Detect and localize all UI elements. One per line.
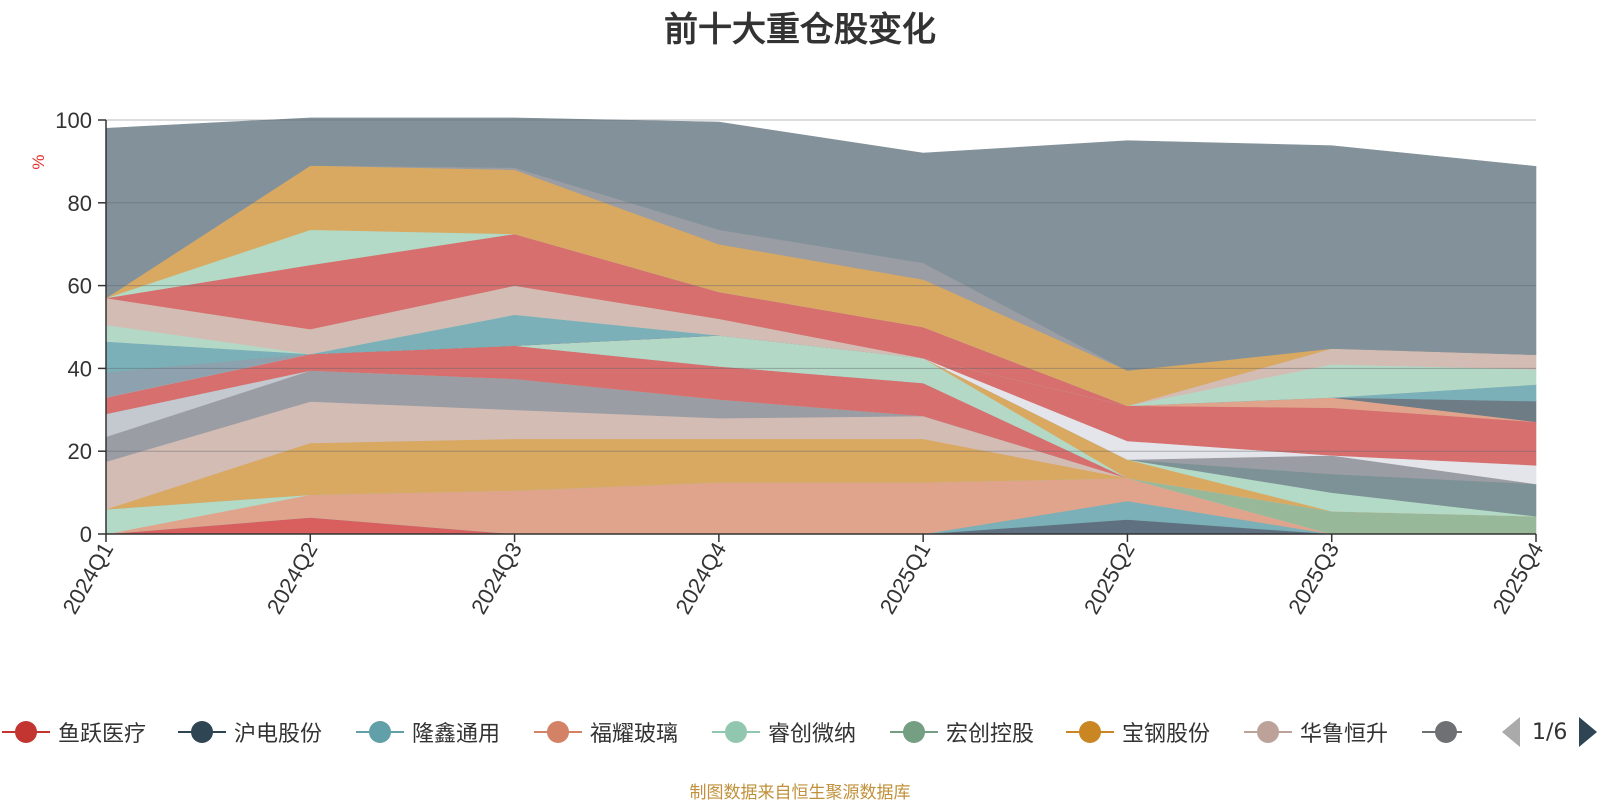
legend: 鱼跃医疗 沪电股份 隆鑫通用 福耀玻璃 睿创微纳 宏创控股 宝钢股份 华鲁恒升 三	[0, 712, 1600, 752]
x-tick-label: 2024Q1	[58, 538, 119, 618]
source-note: 制图数据来自恒生聚源数据库	[689, 783, 911, 803]
legend-marker-icon	[354, 712, 406, 752]
legend-item[interactable]: 福耀玻璃	[532, 712, 678, 752]
x-tick-label: 2024Q3	[466, 538, 527, 618]
legend-marker-icon	[1242, 712, 1294, 752]
legend-prev-page-icon[interactable]	[1502, 717, 1520, 747]
legend-marker-icon	[176, 712, 228, 752]
stacked-areas	[105, 117, 1537, 535]
legend-marker-icon	[1064, 712, 1116, 752]
legend-label: 隆鑫通用	[412, 722, 501, 747]
legend-item[interactable]: 沪电股份	[176, 712, 322, 752]
legend-item[interactable]: 睿创微纳	[710, 712, 856, 752]
x-tick-label: 2025Q3	[1283, 538, 1344, 618]
legend-label: 鱼跃医疗	[58, 722, 147, 747]
legend-label: 宝钢股份	[1122, 722, 1211, 747]
legend-item[interactable]: 鱼跃医疗	[0, 712, 146, 752]
legend-pager: 1/6	[1500, 712, 1600, 752]
legend-item[interactable]: 宏创控股	[888, 712, 1034, 752]
x-tick-label: 2024Q2	[262, 538, 323, 618]
legend-label: 福耀玻璃	[590, 722, 679, 747]
gridlines	[106, 119, 1536, 452]
legend-label: 华鲁恒升	[1300, 722, 1389, 747]
y-tick-label: 20	[68, 439, 92, 464]
legend-page-indicator: 1/6	[1532, 719, 1568, 745]
legend-label: 沪电股份	[234, 722, 323, 747]
y-tick-label: 0	[80, 522, 92, 547]
legend-marker-icon	[532, 712, 584, 752]
legend-marker-icon	[0, 712, 52, 752]
legend-item[interactable]: 华鲁恒升	[1242, 712, 1388, 752]
x-tick-label: 2025Q4	[1488, 538, 1549, 618]
legend-next-page-icon[interactable]	[1579, 717, 1598, 747]
area-series-31	[105, 117, 1537, 371]
y-axis-label: %	[29, 154, 48, 169]
y-tick-label: 60	[68, 274, 92, 299]
legend-item[interactable]: 宝钢股份	[1064, 712, 1210, 752]
y-tick-label: 100	[55, 108, 92, 133]
y-tick-label: 40	[68, 356, 92, 381]
legend-marker-icon	[1420, 712, 1462, 752]
chart-title: 前十大重仓股变化	[664, 10, 936, 50]
y-tick-label: 80	[68, 191, 92, 216]
x-tick-label: 2024Q4	[670, 538, 731, 618]
x-tick-label: 2025Q1	[875, 538, 936, 618]
x-tick-label: 2025Q2	[1079, 538, 1140, 618]
legend-item[interactable]: 隆鑫通用	[354, 712, 500, 752]
legend-label: 宏创控股	[946, 722, 1035, 747]
legend-items: 鱼跃医疗 沪电股份 隆鑫通用 福耀玻璃 睿创微纳 宏创控股 宝钢股份 华鲁恒升 三	[0, 712, 1462, 752]
legend-label: 睿创微纳	[768, 722, 857, 747]
legend-item[interactable]: 三	[1420, 712, 1462, 752]
legend-marker-icon	[888, 712, 940, 752]
legend-marker-icon	[710, 712, 762, 752]
